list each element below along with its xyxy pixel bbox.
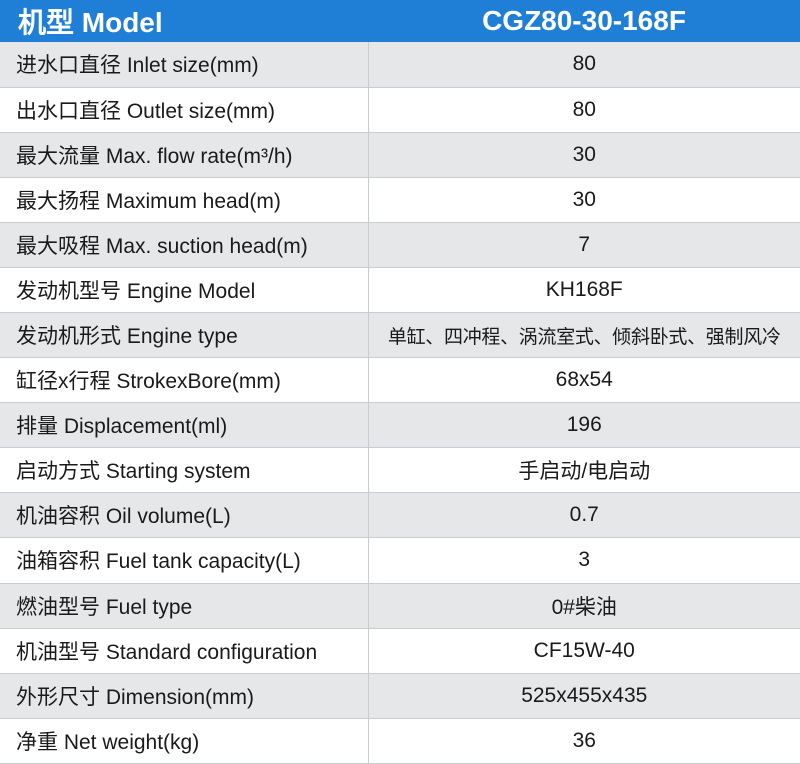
header-model-value: CGZ80-30-168F	[482, 5, 686, 37]
row-value: 80	[368, 87, 800, 133]
row-value: 30	[368, 177, 800, 223]
row-label: 外形尺寸 Dimension(mm)	[0, 673, 369, 719]
table-row-stroke-bore: 缸径x行程 StrokexBore(mm) 68x54	[0, 357, 800, 404]
row-value: 7	[368, 222, 800, 268]
row-label: 机油型号 Standard configuration	[0, 628, 369, 674]
table-row-engine-model: 发动机型号 Engine Model KH168F	[0, 267, 800, 314]
table-row-standard-configuration: 机油型号 Standard configuration CF15W-40	[0, 628, 800, 674]
table-row-maximum-head: 最大扬程 Maximum head(m) 30	[0, 177, 800, 223]
table-row-displacement: 排量 Displacement(ml) 196	[0, 402, 800, 449]
row-value: 36	[368, 718, 800, 764]
row-value: KH168F	[368, 267, 800, 314]
row-value: 525x455x435	[368, 673, 800, 719]
row-label: 进水口直径 Inlet size(mm)	[0, 42, 369, 88]
row-label: 最大流量 Max. flow rate(m³/h)	[0, 132, 369, 178]
row-label: 最大扬程 Maximum head(m)	[0, 177, 369, 223]
table-row-inlet-size: 进水口直径 Inlet size(mm) 80	[0, 42, 800, 88]
row-label: 油箱容积 Fuel tank capacity(L)	[0, 537, 369, 584]
row-value: 0.7	[368, 492, 800, 539]
row-label: 发动机型号 Engine Model	[0, 267, 369, 314]
row-value: 0#柴油	[368, 583, 800, 629]
table-row-oil-volume: 机油容积 Oil volume(L) 0.7	[0, 492, 800, 539]
row-value: 68x54	[368, 357, 800, 404]
table-row-fuel-tank-capacity: 油箱容积 Fuel tank capacity(L) 3	[0, 537, 800, 584]
row-label: 启动方式 Starting system	[0, 447, 369, 494]
row-label: 排量 Displacement(ml)	[0, 402, 369, 449]
row-value: 手启动/电启动	[368, 447, 800, 494]
row-value: CF15W-40	[368, 628, 800, 674]
row-value: 30	[368, 132, 800, 178]
row-label: 发动机形式 Engine type	[0, 312, 369, 359]
table-row-outlet-size: 出水口直径 Outlet size(mm) 80	[0, 87, 800, 133]
header-label: 机型 Model	[18, 7, 163, 39]
row-label: 燃油型号 Fuel type	[0, 583, 369, 629]
table-row-max-suction-head: 最大吸程 Max. suction head(m) 7	[0, 222, 800, 268]
table-row-fuel-type: 燃油型号 Fuel type 0#柴油	[0, 583, 800, 629]
table-row-net-weight: 净重 Net weight(kg) 36	[0, 718, 800, 764]
row-label: 最大吸程 Max. suction head(m)	[0, 222, 369, 268]
table-row-dimension: 外形尺寸 Dimension(mm) 525x455x435	[0, 673, 800, 719]
row-label: 缸径x行程 StrokexBore(mm)	[0, 357, 369, 404]
table-row-max-flow-rate: 最大流量 Max. flow rate(m³/h) 30	[0, 132, 800, 178]
table-row-engine-type: 发动机形式 Engine type 单缸、四冲程、涡流室式、倾斜卧式、强制风冷	[0, 312, 800, 359]
table-header-row: 机型 Model CGZ80-30-168F	[0, 0, 800, 43]
row-value: 80	[368, 42, 800, 88]
table-row-starting-system: 启动方式 Starting system 手启动/电启动	[0, 447, 800, 494]
row-value: 3	[368, 537, 800, 584]
row-value: 单缸、四冲程、涡流室式、倾斜卧式、强制风冷	[368, 312, 800, 359]
row-label: 出水口直径 Outlet size(mm)	[0, 87, 369, 133]
row-label: 净重 Net weight(kg)	[0, 718, 369, 764]
row-label: 机油容积 Oil volume(L)	[0, 492, 369, 539]
row-value: 196	[368, 402, 800, 449]
